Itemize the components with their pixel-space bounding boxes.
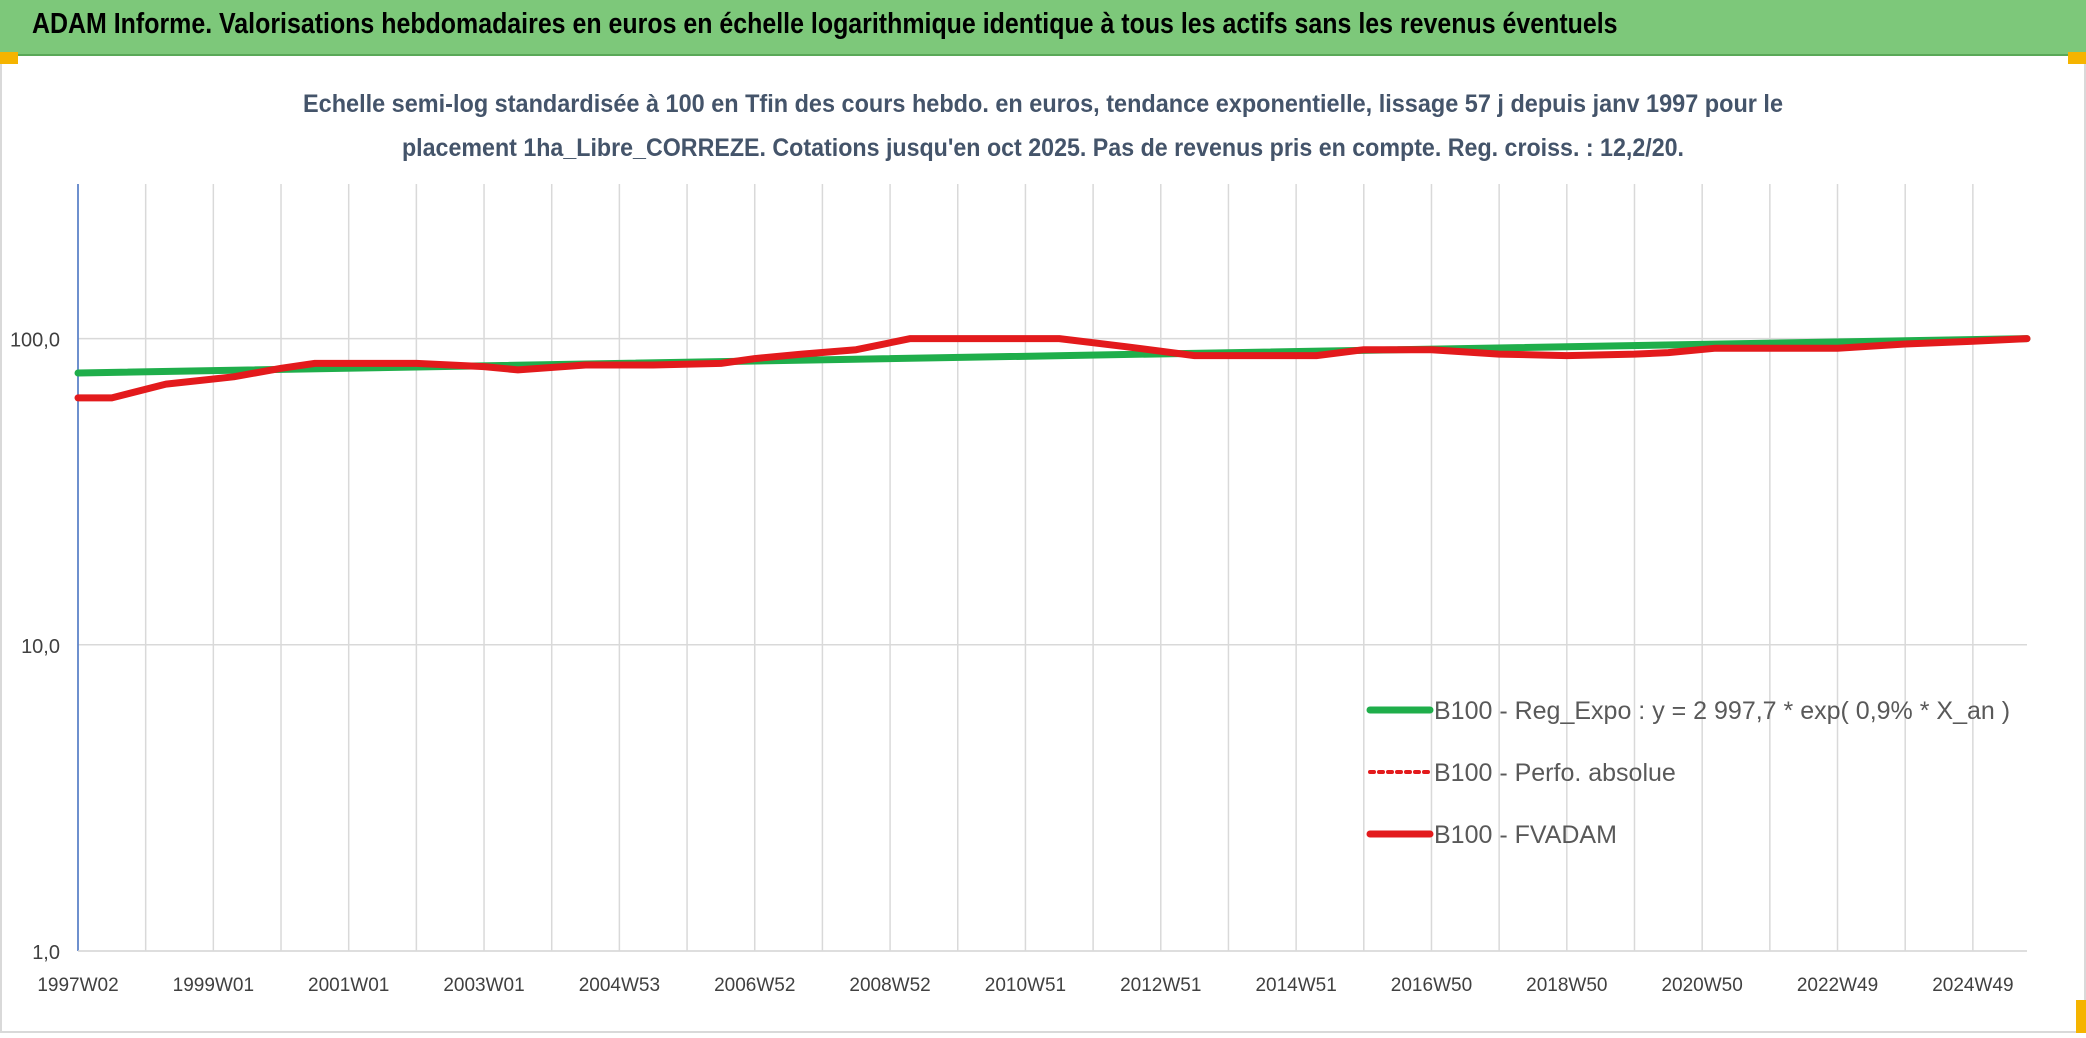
legend: B100 - Reg_Expo : y = 2 997,7 * exp( 0,9…: [1366, 697, 2010, 849]
legend-label-2: B100 - Perfo. absolue: [1434, 759, 1676, 787]
x-tick-label: 2022W49: [1797, 975, 1878, 996]
x-tick-label: 2024W49: [1932, 975, 2013, 996]
line-chart: Echelle semi-log standardisée à 100 en T…: [10, 90, 2031, 996]
x-tick-label: 2016W50: [1391, 975, 1472, 996]
corner-marker-right: [2068, 52, 2086, 64]
corner-marker-bottom-right: [2076, 1000, 2086, 1033]
series-line-1: [74, 335, 2031, 377]
y-tick-label: 1,0: [32, 942, 60, 964]
x-tick-label: 2020W50: [1661, 975, 1742, 996]
grid-layer: [77, 184, 2027, 952]
x-tick-label: 2012W51: [1120, 975, 1201, 996]
report-title: ADAM Informe. Valorisations hebdomadaire…: [32, 8, 1618, 40]
chart-title-line-2: placement 1ha_Libre_CORREZE. Cotations j…: [402, 134, 1684, 162]
corner-marker-left: [0, 52, 18, 64]
legend-label-1: B100 - Reg_Expo : y = 2 997,7 * exp( 0,9…: [1434, 697, 2010, 725]
x-tick-label: 2006W52: [714, 975, 795, 996]
x-tick-label: 1999W01: [173, 975, 254, 996]
x-tick-label: 2003W01: [443, 975, 524, 996]
series-layer: [74, 335, 2031, 402]
chart-title-line-1: Echelle semi-log standardisée à 100 en T…: [303, 90, 1783, 118]
x-tick-label: 2004W53: [579, 975, 660, 996]
axis-layer: 100,0 10,0 1,0 1997W02 1999W01 2001W01 2003W01…: [10, 184, 2027, 996]
x-tick-label: 2008W52: [849, 975, 930, 996]
x-tick-label: 2010W51: [985, 975, 1066, 996]
report-header: ADAM Informe. Valorisations hebdomadaire…: [0, 0, 2086, 56]
x-tick-label: 2001W01: [308, 975, 389, 996]
x-tick-label: 2014W51: [1255, 975, 1336, 996]
chart-area: Echelle semi-log standardisée à 100 en T…: [0, 56, 2086, 1033]
series-line-3: [74, 335, 2031, 402]
y-tick-label: 100,0: [10, 330, 60, 352]
x-tick-label: 2018W50: [1526, 975, 1607, 996]
legend-label-3: B100 - FVADAM: [1434, 821, 1617, 849]
x-tick-label: 1997W02: [37, 975, 118, 996]
y-tick-label: 10,0: [21, 636, 60, 658]
